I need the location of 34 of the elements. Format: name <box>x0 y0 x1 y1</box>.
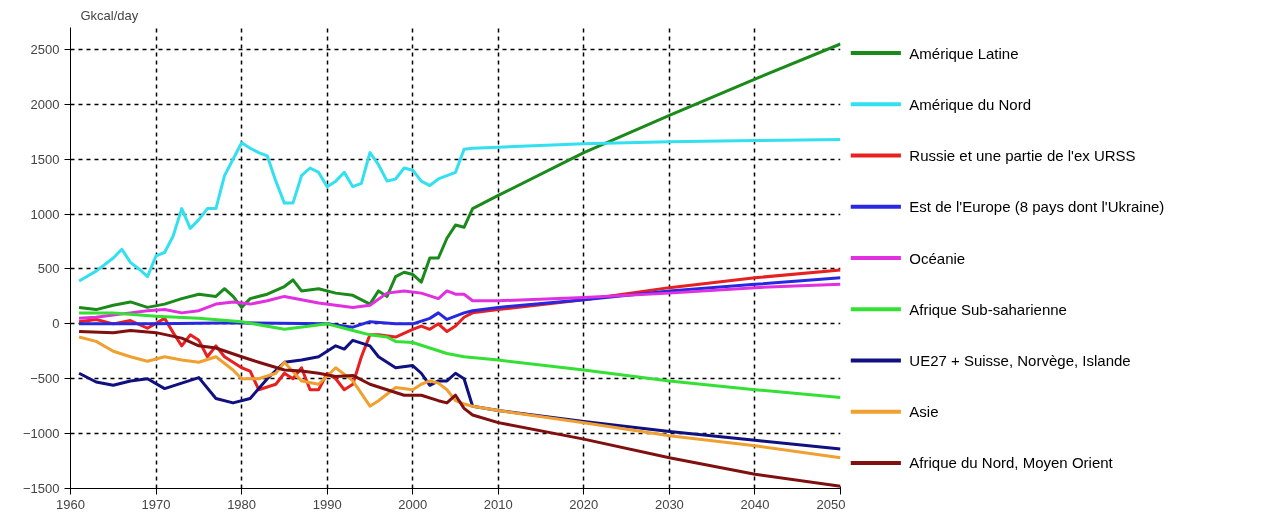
y-tick-label: 500 <box>37 261 60 277</box>
x-tick-label: 2030 <box>654 496 684 512</box>
legend-label: Est de l'Europe (8 pays dont l'Ukraine) <box>909 198 1165 216</box>
legend-label: Russie et une partie de l'ex URSS <box>909 147 1136 165</box>
line-series <box>77 42 841 312</box>
x-tick-label: 1980 <box>227 496 257 512</box>
y-axis-title: Gkcal/day <box>80 7 139 23</box>
y-tick-label: −1500 <box>22 481 60 496</box>
y-tick-label: 2500 <box>30 41 60 57</box>
y-tick-label: −500 <box>30 371 60 387</box>
x-tick-label: 2020 <box>569 496 599 512</box>
y-tick-label: 1500 <box>30 151 60 167</box>
x-tick-label: 2010 <box>483 496 513 512</box>
x-tick-label: 2000 <box>398 496 428 512</box>
legend-label: Océanie <box>909 249 966 267</box>
legend-label: Asie <box>909 403 939 421</box>
y-tick-label: 2000 <box>30 96 60 112</box>
x-tick-label: 1990 <box>312 496 342 512</box>
y-tick-label: −1000 <box>22 426 60 442</box>
line-series <box>77 328 841 488</box>
y-tick-label: 1000 <box>30 206 60 222</box>
x-tick-label: 1960 <box>56 496 85 512</box>
legend-label: Afrique Sub-saharienne <box>909 300 1067 318</box>
legend-label: Afrique du Nord, Moyen Orient <box>909 454 1114 472</box>
legend-label: UE27 + Suisse, Norvège, Islande <box>909 351 1131 369</box>
x-tick-label: 2040 <box>740 496 770 512</box>
x-tick-label: 2050 <box>816 496 846 512</box>
line-series <box>77 311 841 399</box>
legend-label: Amérique du Nord <box>909 95 1032 113</box>
y-tick-label: 0 <box>52 316 60 332</box>
line-series <box>77 137 841 283</box>
legend-label: Amérique Latine <box>909 44 1019 62</box>
x-tick-label: 1970 <box>141 496 171 512</box>
line-series <box>77 282 841 320</box>
